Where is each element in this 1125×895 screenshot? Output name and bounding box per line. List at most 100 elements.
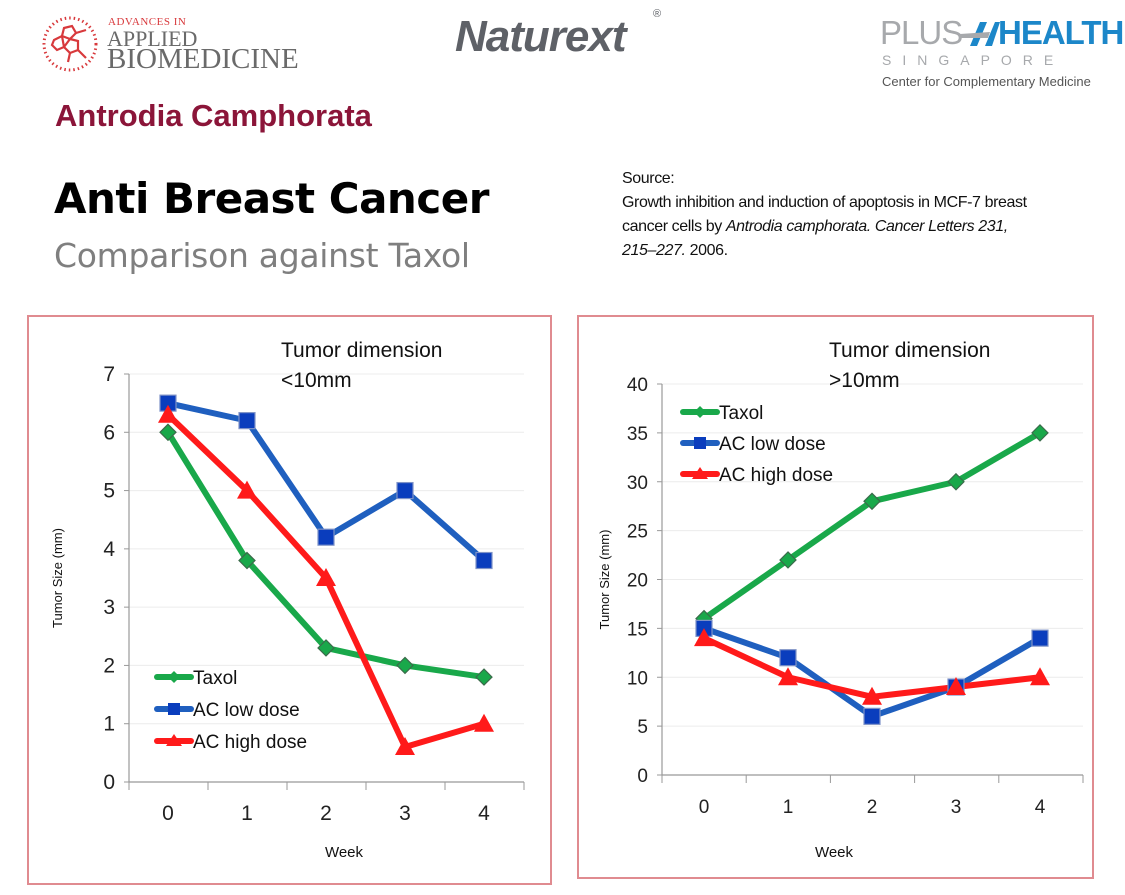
legend-label: AC low dose bbox=[193, 700, 300, 721]
data-point-diamond bbox=[396, 656, 414, 675]
abm-logo-line2: BIOMEDICINE bbox=[107, 43, 299, 75]
series-markers-ac-low-dose bbox=[695, 619, 1049, 725]
x-tick-label: 3 bbox=[951, 797, 962, 818]
data-point-square bbox=[779, 649, 797, 667]
legend: Taxol AC low dose AC high dose bbox=[680, 403, 833, 486]
data-point-diamond bbox=[475, 668, 493, 686]
y-tick-label: 0 bbox=[637, 766, 648, 787]
y-tick-label: 5 bbox=[637, 717, 648, 738]
y-tick-label: 30 bbox=[627, 473, 648, 494]
chart-annotation-line1: Tumor dimension bbox=[281, 339, 442, 362]
legend-label: AC high dose bbox=[193, 732, 307, 753]
data-point-diamond bbox=[863, 492, 881, 511]
series-markers-taxol bbox=[695, 424, 1049, 628]
series-taxol bbox=[702, 430, 1042, 622]
data-point-triangle bbox=[946, 677, 966, 696]
legend-label: Taxol bbox=[719, 403, 763, 424]
legend-label: AC high dose bbox=[719, 465, 833, 486]
molecule-ring-icon bbox=[42, 16, 98, 72]
legend-marker-triangle bbox=[166, 734, 182, 746]
data-point-diamond bbox=[317, 639, 335, 657]
legend-label: Taxol bbox=[193, 668, 237, 689]
x-tick-label: 2 bbox=[320, 802, 332, 825]
y-tick-label: 1 bbox=[103, 713, 115, 736]
line-chart-small-tumor: 0 1 2 3 4 5 6 7 0 1 2 3 4 Week Tumor Size (mm) Tumor di… bbox=[50, 339, 525, 861]
chart-annotation-line2: >10mm bbox=[829, 369, 900, 392]
abm-logo-small-text: ADVANCES IN bbox=[108, 16, 187, 28]
advances-in-applied-biomedicine-logo: ADVANCES IN APPLIED BIOMEDICINE bbox=[40, 14, 310, 74]
naturext-logo-text: Naturext bbox=[455, 12, 626, 61]
data-point-diamond bbox=[779, 551, 797, 569]
series-markers-ac-high-dose bbox=[694, 628, 1050, 705]
y-tick-label: 35 bbox=[627, 424, 648, 445]
registered-mark: ® bbox=[653, 8, 662, 20]
plus-health-logo-tagline: Center for Complementary Medicine bbox=[882, 74, 1091, 89]
data-point-square bbox=[238, 412, 256, 430]
y-tick-label: 10 bbox=[627, 668, 648, 689]
legend-marker-diamond bbox=[694, 406, 706, 418]
x-tick-label: 4 bbox=[478, 802, 490, 825]
page-title: Anti Breast Cancer bbox=[54, 174, 489, 223]
series-markers-taxol bbox=[159, 423, 493, 686]
citation-year: 2006. bbox=[685, 242, 728, 259]
legend-marker-square bbox=[694, 437, 706, 449]
data-point-triangle bbox=[158, 404, 178, 423]
product-name-heading: Antrodia Camphorata bbox=[55, 98, 372, 133]
data-point-triangle bbox=[316, 568, 336, 586]
legend-marker-triangle bbox=[692, 467, 708, 479]
legend-marker-diamond bbox=[168, 671, 180, 683]
source-label: Source: bbox=[622, 170, 675, 187]
x-tick-label: 3 bbox=[399, 802, 411, 825]
y-tick-label: 0 bbox=[103, 771, 115, 794]
series-line bbox=[702, 430, 1042, 622]
y-tick-label: 7 bbox=[103, 363, 115, 386]
data-point-triangle bbox=[237, 480, 257, 499]
y-tick-label: 15 bbox=[627, 619, 648, 640]
data-point-diamond bbox=[1031, 424, 1049, 442]
chart-panel-small-tumor: 0 1 2 3 4 5 6 7 0 1 2 3 4 Week Tumor Size (mm) Tumor di… bbox=[27, 315, 552, 885]
plus-health-logo-plus: PLUS bbox=[880, 14, 963, 51]
y-tick-label: 6 bbox=[103, 421, 115, 444]
x-tick-label: 4 bbox=[1035, 797, 1046, 818]
x-tick-label: 0 bbox=[699, 797, 710, 818]
y-tick-label: 40 bbox=[627, 375, 648, 396]
abm-logo-line1: APPLIED bbox=[107, 26, 198, 51]
legend: Taxol AC low dose AC high dose bbox=[154, 668, 307, 753]
y-tick-label: 25 bbox=[627, 522, 648, 543]
y-tick-label: 4 bbox=[103, 538, 115, 561]
plus-health-logo-country: SINGAPORE bbox=[882, 52, 1065, 68]
data-point-triangle bbox=[1030, 667, 1050, 686]
data-point-diamond bbox=[159, 423, 177, 442]
plus-health-logo: PLUS HEALTH SINGAPORE Center for Complem… bbox=[880, 14, 1124, 94]
data-point-diamond bbox=[947, 472, 965, 491]
source-text: Growth inhibition and induction of apopt… bbox=[622, 191, 1042, 263]
series-markers-ac-high-dose bbox=[158, 404, 494, 756]
data-point-diamond bbox=[238, 551, 256, 570]
chart-annotation-line2: <10mm bbox=[281, 369, 352, 392]
page-subtitle: Comparison against Taxol bbox=[54, 236, 470, 275]
data-point-triangle bbox=[778, 667, 798, 686]
data-point-square bbox=[317, 528, 335, 546]
x-axis-label: Week bbox=[815, 844, 854, 861]
citation-title: Growth inhibition and induction of apopt… bbox=[622, 194, 1027, 235]
data-point-square bbox=[863, 707, 881, 725]
data-point-triangle bbox=[862, 686, 882, 705]
naturext-logo: Naturext ® bbox=[455, 8, 675, 68]
line-chart-large-tumor: 0 5 10 15 20 25 30 35 40 0 1 2 3 4 Week Tumor Size (mm)… bbox=[597, 339, 1084, 861]
wing-h-icon bbox=[960, 22, 1000, 46]
plus-health-logo-health: HEALTH bbox=[998, 14, 1124, 51]
y-tick-label: 3 bbox=[103, 596, 115, 619]
x-tick-label: 1 bbox=[783, 797, 794, 818]
chart-panel-large-tumor: 0 5 10 15 20 25 30 35 40 0 1 2 3 4 Week Tumor Size (mm)… bbox=[577, 315, 1094, 879]
x-tick-label: 2 bbox=[867, 797, 878, 818]
legend-marker-square bbox=[168, 703, 180, 715]
data-point-square bbox=[475, 551, 493, 570]
source-citation: Source: Growth inhibition and induction … bbox=[622, 167, 1042, 263]
chart-annotation-line1: Tumor dimension bbox=[829, 339, 990, 362]
data-point-triangle bbox=[474, 713, 494, 732]
y-tick-label: 2 bbox=[103, 654, 115, 677]
y-tick-label: 5 bbox=[103, 480, 115, 503]
y-tick-label: 20 bbox=[627, 571, 648, 592]
x-tick-label: 1 bbox=[241, 802, 253, 825]
data-point-triangle bbox=[694, 628, 714, 647]
